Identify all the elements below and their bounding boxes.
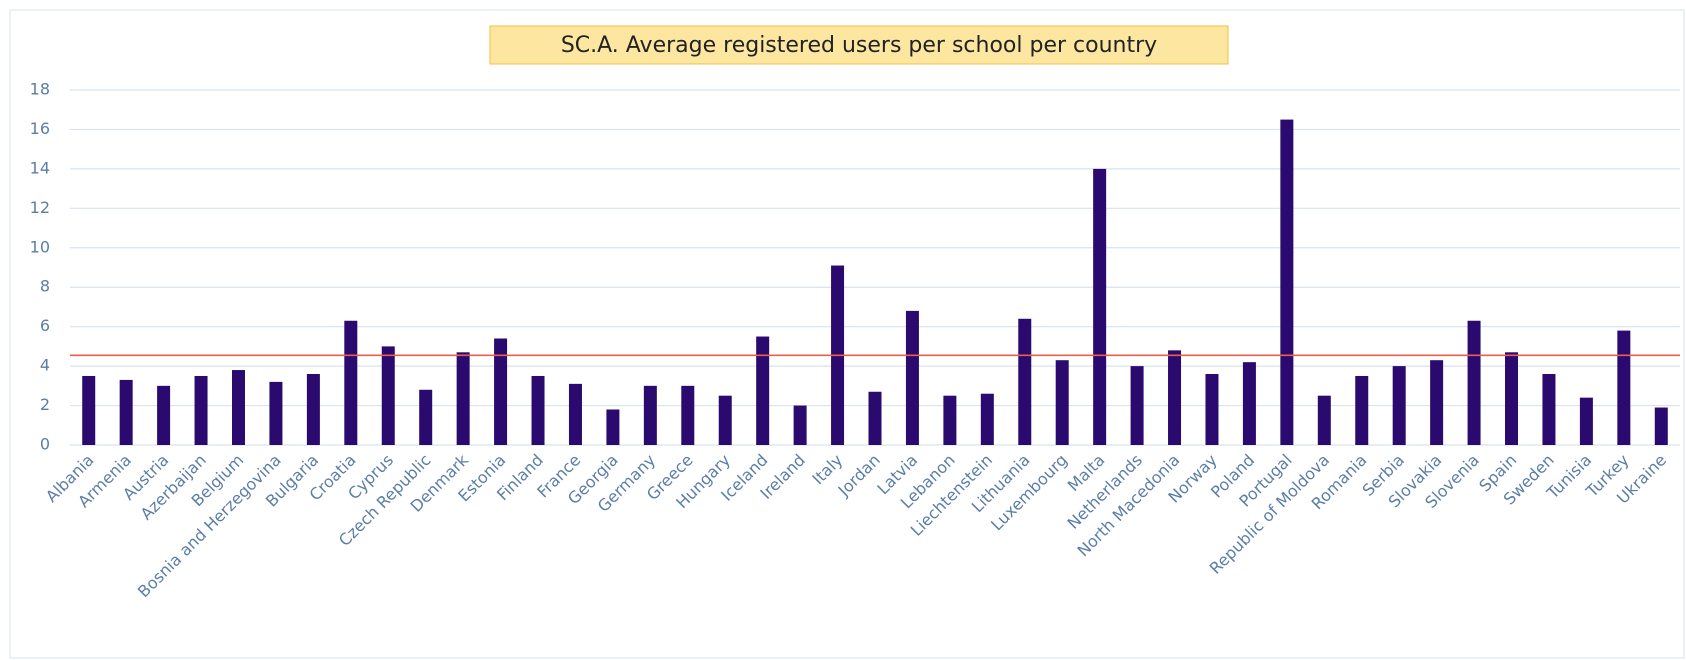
bar	[306, 374, 320, 445]
bar	[419, 389, 433, 445]
y-tick-label: 16	[30, 119, 50, 138]
bar	[1505, 352, 1519, 445]
bar	[1130, 366, 1144, 445]
bar	[1392, 366, 1406, 445]
y-tick-label: 8	[40, 277, 50, 296]
bar	[1055, 360, 1069, 445]
bar	[1542, 374, 1556, 445]
bar	[1280, 119, 1294, 445]
bar	[344, 320, 358, 445]
bar	[606, 409, 620, 445]
y-tick-label: 10	[30, 237, 50, 256]
bar	[793, 405, 807, 445]
bar	[269, 381, 283, 445]
bar	[494, 338, 508, 445]
bar	[943, 395, 957, 445]
bar	[643, 385, 657, 445]
bar	[980, 393, 994, 445]
bar	[194, 375, 208, 445]
y-tick-label: 2	[40, 395, 50, 414]
bar	[231, 370, 245, 445]
bar	[157, 385, 171, 445]
bar	[681, 385, 695, 445]
bar	[1242, 362, 1256, 445]
bar	[1654, 407, 1668, 445]
title-box	[489, 25, 1229, 65]
y-tick-label: 14	[30, 158, 50, 177]
y-tick-label: 18	[30, 80, 50, 99]
bar	[756, 336, 770, 445]
x-tick-label: Jordan	[834, 450, 884, 500]
chart-frame	[9, 9, 1685, 659]
bar	[531, 375, 545, 445]
bar	[1579, 397, 1593, 445]
y-tick-label: 6	[40, 316, 50, 335]
bar	[718, 395, 732, 445]
bar	[568, 383, 582, 445]
y-tick-label: 12	[30, 198, 50, 217]
bar	[1617, 330, 1631, 445]
bar	[381, 346, 395, 445]
y-tick-label: 4	[40, 356, 50, 375]
bar	[1018, 318, 1032, 445]
bar	[119, 379, 133, 445]
bar	[1317, 395, 1331, 445]
bar	[456, 352, 470, 445]
bar	[1467, 320, 1481, 445]
y-tick-label: 0	[40, 435, 50, 454]
bar	[1205, 374, 1219, 445]
bar	[1355, 375, 1369, 445]
chart-title: SC.A. Average registered users per schoo…	[561, 33, 1157, 58]
bar	[82, 375, 96, 445]
bar	[1093, 168, 1107, 445]
bar	[1168, 350, 1182, 445]
bar	[868, 391, 882, 445]
bar	[1430, 360, 1444, 445]
bar	[905, 310, 919, 445]
